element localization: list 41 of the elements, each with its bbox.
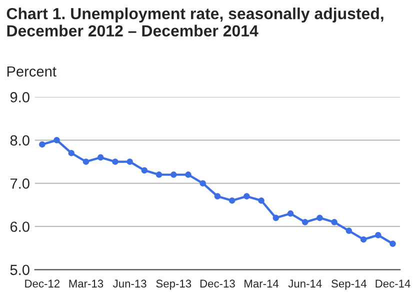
point (244, 193, 250, 200)
point (346, 228, 352, 234)
point (112, 158, 118, 165)
x-tick-label: Sep-14 (332, 280, 367, 290)
point (54, 137, 60, 144)
point (331, 219, 338, 226)
y-tick-label: 7.0 (10, 178, 30, 189)
point (141, 167, 148, 174)
point (316, 214, 323, 221)
point (214, 193, 221, 200)
y-tick-label: 8.0 (10, 135, 30, 146)
point (200, 180, 206, 186)
point (82, 158, 90, 165)
point (258, 197, 264, 204)
point (68, 150, 75, 156)
x-tick-label: Dec-13 (200, 280, 235, 288)
x-tick-label: Jun-14 (288, 280, 322, 288)
y-tick-label: 6.0 (10, 222, 30, 232)
x-tick-label: Mar-14 (244, 280, 279, 288)
point (287, 210, 294, 217)
point (228, 197, 236, 204)
point (170, 172, 177, 178)
y-tick-label: 5.0 (10, 264, 30, 276)
point (185, 172, 192, 178)
point (39, 141, 46, 148)
y-axis-title: Percent (7, 66, 56, 77)
x-tick-label: Dec-12 (25, 280, 60, 288)
point (390, 240, 396, 247)
chart-title: Chart 1. Unemployment rate, seasonally adjusted, December 2012 – December 2014 (6, 8, 384, 37)
point (375, 232, 382, 238)
x-tick-label: Jun-13 (113, 280, 146, 288)
y-tick-label: 9.0 (10, 92, 30, 102)
x-tick-label: Sep-13 (156, 280, 192, 290)
point (360, 236, 367, 243)
point (272, 214, 280, 221)
point (97, 154, 104, 161)
x-tick-label: Dec-14 (376, 280, 410, 288)
point (302, 219, 308, 226)
point (126, 158, 133, 165)
x-tick-label: Mar-13 (69, 280, 104, 288)
point (156, 172, 162, 178)
